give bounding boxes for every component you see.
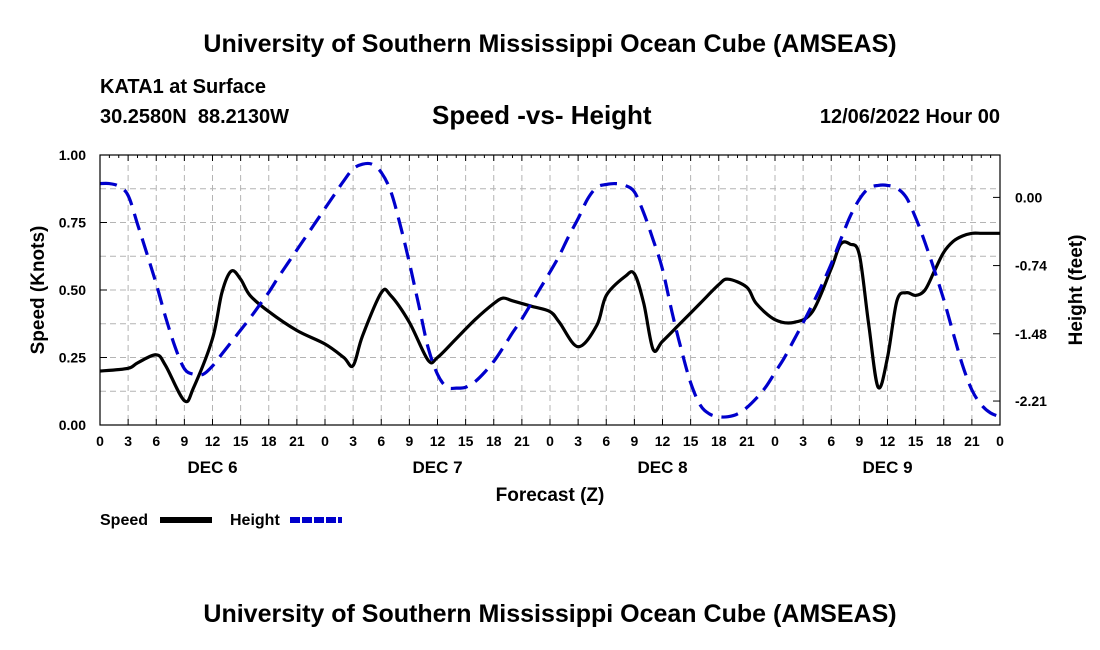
x-tick-label: 12 [880,433,896,449]
station-coordinates: 30.2580N 88.2130W [100,106,290,128]
x-tick-label: 9 [180,433,188,449]
x-tick-label: 6 [827,433,835,449]
chart-title: University of Southern Mississippi Ocean… [203,30,897,58]
day-label: DEC 7 [412,458,462,477]
x-tick-label: 0 [546,433,554,449]
x-tick-label: 3 [124,433,132,449]
x-tick-label: 18 [486,433,502,449]
x-tick-label: 0 [996,433,1004,449]
x-tick-label: 12 [205,433,221,449]
legend: Speed Height [100,512,342,529]
footer-title: University of Southern Mississippi Ocean… [203,600,897,628]
x-tick-label: 3 [799,433,807,449]
x-tick-label: 18 [261,433,277,449]
y-tick-label: 0.00 [59,417,86,433]
x-tick-label: 15 [683,433,699,449]
y-tick-label: 0.25 [59,350,86,366]
station-label: KATA1 at Surface [100,76,266,98]
x-tick-label: 12 [655,433,671,449]
day-label: DEC 6 [187,458,237,477]
x-axis-title: Forecast (Z) [496,485,605,506]
plot-frame [99,154,1001,426]
x-tick-label: 15 [458,433,474,449]
x-tick-label: 3 [574,433,582,449]
y-axis-title: Speed (Knots) [28,226,49,355]
legend-label-height: Height [230,512,280,529]
x-tick-label: 15 [233,433,249,449]
y2-axis-title: Height (feet) [1066,235,1087,346]
y-tick-label: 1.00 [59,147,86,163]
x-tick-label: 0 [96,433,104,449]
chart-subtitle: Speed -vs- Height [432,100,652,130]
x-tick-label: 0 [771,433,779,449]
day-label: DEC 9 [862,458,912,477]
y2-tick-label: 0.00 [1015,189,1042,205]
x-tick-label: 21 [514,433,530,449]
x-tick-label: 6 [602,433,610,449]
y-tick-label: 0.75 [59,215,86,231]
x-tick-label: 18 [936,433,952,449]
y2-tick-label: -1.48 [1015,326,1047,342]
x-tick-label: 21 [289,433,305,449]
x-tick-label: 15 [908,433,924,449]
x-tick-label: 21 [739,433,755,449]
series-lines [99,161,1001,419]
x-tick-label: 18 [711,433,727,449]
speed-series-line [99,231,1000,404]
x-tick-label: 6 [152,433,160,449]
x-tick-label: 6 [377,433,385,449]
x-tick-label: 12 [430,433,446,449]
x-tick-label: 9 [630,433,638,449]
x-tick-label: 0 [321,433,329,449]
y-tick-label: 0.50 [59,282,86,298]
axis-labels: 0 3 6 9 12 15 18 21 0 3 6 9 12 15 18 21 0 3 6 9 12 15 18 21 0 3 6 9… [28,147,1087,506]
x-tick-label: 9 [855,433,863,449]
grid [100,155,1000,425]
x-tick-label: 9 [405,433,413,449]
forecast-date: 12/06/2022 Hour 00 [819,106,1000,128]
x-tick-label: 21 [964,433,980,449]
legend-label-speed: Speed [100,512,148,529]
y2-tick-label: -2.21 [1015,393,1047,409]
y2-tick-label: -0.74 [1015,258,1047,274]
x-tick-label: 3 [349,433,357,449]
height-series-line [99,161,1001,419]
day-label: DEC 8 [637,458,687,477]
